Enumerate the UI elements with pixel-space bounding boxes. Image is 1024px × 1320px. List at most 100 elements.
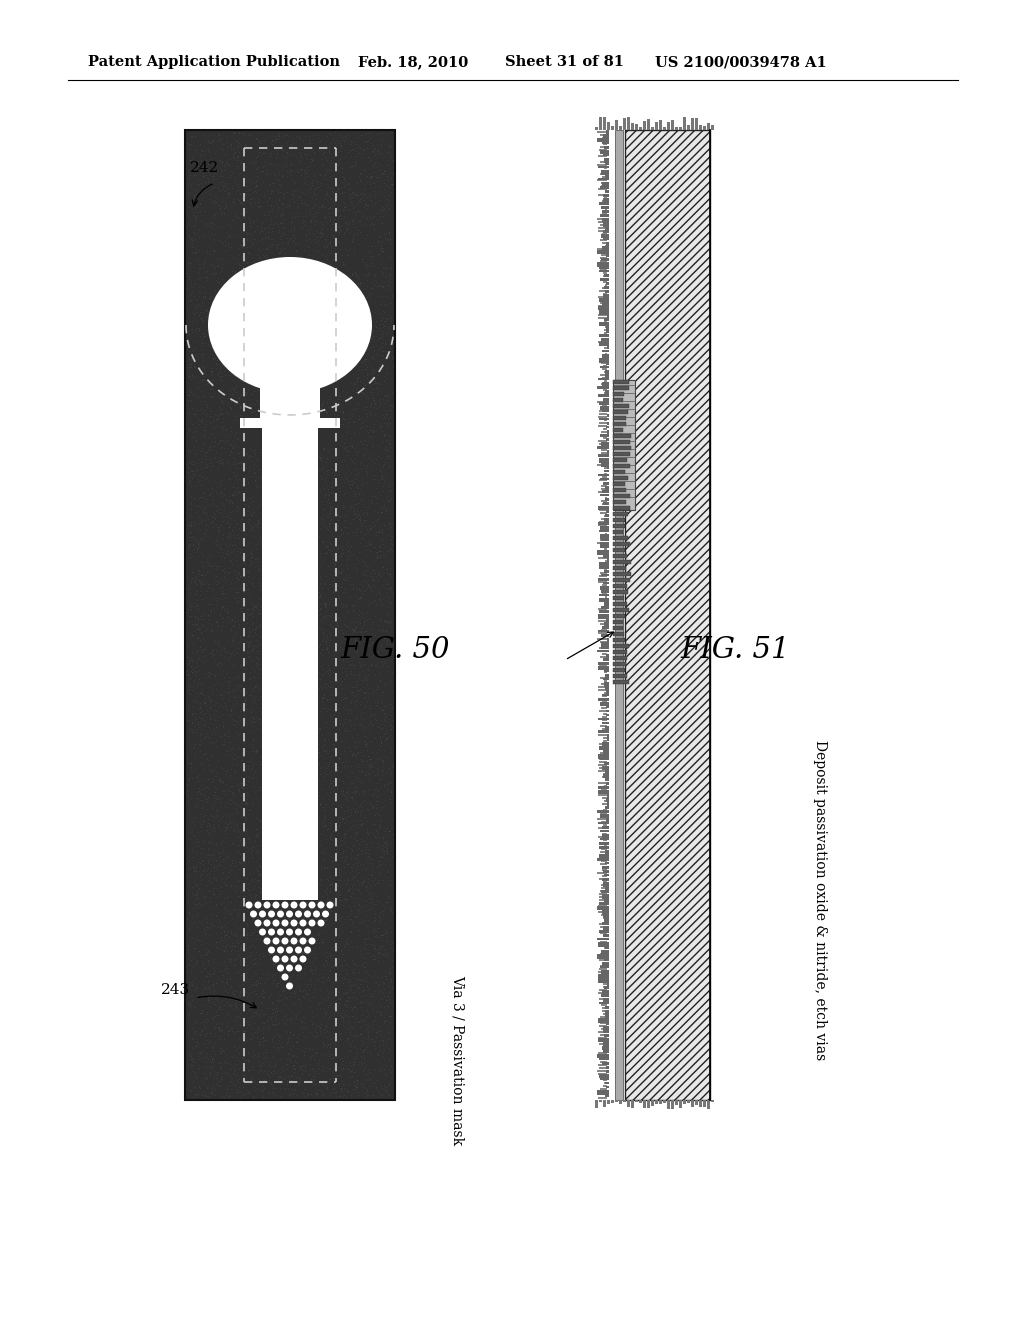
Point [227,989,244,1010]
Point [271,1067,288,1088]
Point [237,480,253,502]
Point [199,548,215,569]
Point [204,830,220,851]
Point [369,917,385,939]
Point [331,710,347,731]
Point [325,1048,341,1069]
Point [336,826,352,847]
Point [310,445,327,466]
Point [214,376,230,397]
Point [314,366,331,387]
Point [236,813,252,834]
Point [226,169,243,190]
Point [265,1036,282,1057]
Point [349,445,366,466]
Point [181,752,198,774]
Point [338,960,354,981]
Point [202,1061,218,1082]
Point [330,981,346,1002]
Point [280,297,296,318]
Bar [601,449,607,451]
Point [377,550,393,572]
Point [269,391,286,412]
Point [240,561,256,582]
Point [264,899,281,920]
Point [373,997,389,1018]
Point [233,995,250,1016]
Point [244,401,260,422]
Point [247,325,263,346]
Point [226,792,243,813]
Point [240,828,256,849]
Point [189,473,206,494]
Point [343,145,359,166]
Point [318,125,335,147]
Point [347,810,364,832]
Point [373,809,389,830]
Point [367,484,383,506]
Point [287,333,303,354]
Point [205,172,221,193]
Point [339,711,355,733]
Point [275,647,292,668]
Point [296,805,312,826]
Point [218,973,234,994]
Point [247,470,263,491]
Point [315,688,332,709]
Point [246,1071,262,1092]
Point [315,543,332,564]
Point [339,969,355,990]
Point [188,420,205,441]
Point [292,968,308,989]
Point [204,387,220,408]
Point [301,833,317,854]
Point [209,131,225,152]
Point [218,300,234,321]
Point [288,355,304,376]
Point [358,602,375,623]
Point [228,795,245,816]
Point [339,218,355,239]
Point [360,763,377,784]
Point [319,655,336,676]
Point [265,834,282,855]
Point [200,832,216,853]
Point [273,733,290,754]
Point [195,704,211,725]
Point [220,557,237,578]
Point [267,404,284,425]
Point [259,1064,275,1085]
Point [236,1077,252,1098]
Point [350,1085,367,1106]
Point [315,450,332,471]
Point [293,517,309,539]
Point [189,640,206,661]
Point [185,466,202,487]
Bar [603,238,609,240]
Point [200,686,216,708]
Point [289,348,305,370]
Point [337,356,353,378]
Point [376,978,392,999]
Point [231,210,248,231]
Point [183,752,200,774]
Point [259,767,275,788]
Point [218,933,234,954]
Point [296,337,312,358]
Point [309,1055,326,1076]
Point [236,657,252,678]
Point [366,413,382,434]
Point [261,430,278,451]
Point [348,847,365,869]
Point [189,281,206,302]
Point [299,1016,315,1038]
Point [238,808,254,829]
Bar [607,1100,610,1104]
Point [257,692,273,713]
Point [366,678,382,700]
Point [368,583,384,605]
Point [257,622,273,643]
Point [366,743,382,764]
Point [237,125,253,147]
Point [210,953,226,974]
